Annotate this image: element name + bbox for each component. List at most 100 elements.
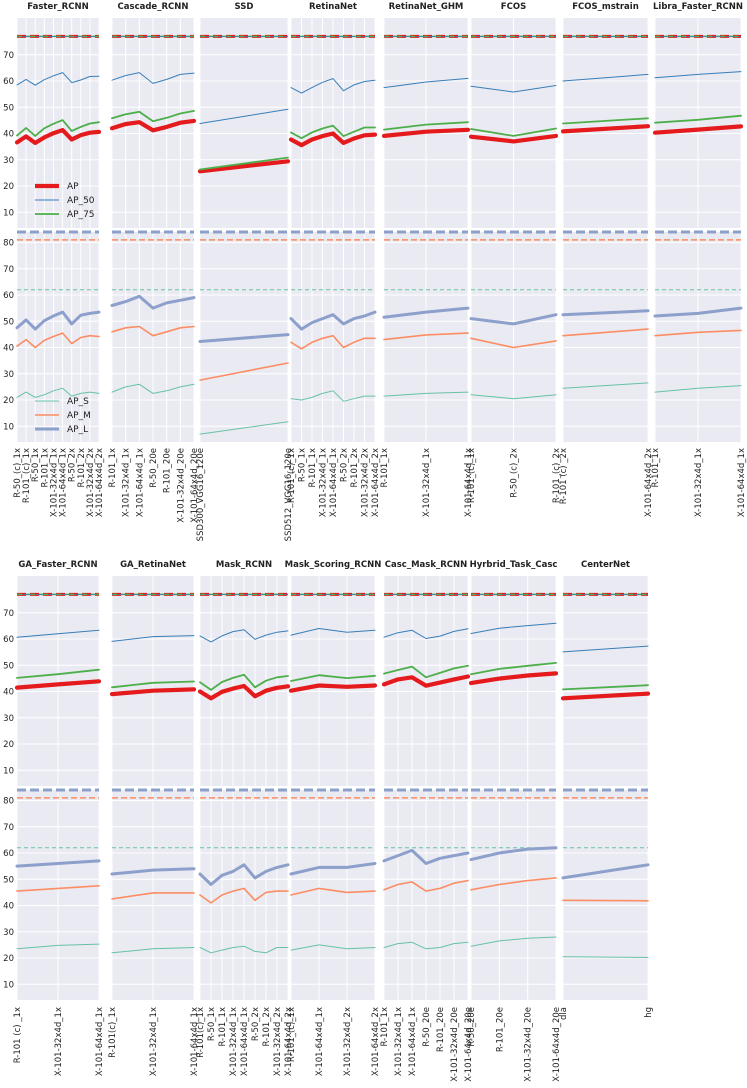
y-tick-label: 70 xyxy=(3,265,14,275)
x-tick-label: X-101-64x4d_2x xyxy=(644,448,654,517)
series-line-ap-m xyxy=(290,334,376,350)
series-line-ap-50 xyxy=(562,645,649,653)
y-tick-label: 70 xyxy=(3,823,14,833)
series-line-ap-50 xyxy=(383,628,469,639)
series-line-ap-75 xyxy=(470,127,557,137)
x-tick-label: R-101(c)_1x xyxy=(196,1007,206,1058)
x-tick-label: R-101_1x xyxy=(308,448,318,488)
x-tick-label: R-101_20e xyxy=(436,1007,446,1052)
y-tick-label: 40 xyxy=(3,130,14,140)
series-line-ap-50 xyxy=(16,629,100,638)
panel-title: Cascade_RCNN xyxy=(118,2,189,12)
x-tick-label: X-101-64x4d_1x xyxy=(329,448,339,517)
x-tick-label: R-50_2x xyxy=(340,448,350,482)
series-line-ap-50 xyxy=(470,622,557,634)
x-tick-label: R-50_(c)_1x xyxy=(13,448,23,498)
series-line-ap-m xyxy=(383,332,469,341)
y-tick-label: 60 xyxy=(3,849,14,859)
x-tick-label: X-101-64x4d_1x xyxy=(59,448,69,517)
series-line-ap-50 xyxy=(199,108,289,124)
series-line-ap-s xyxy=(111,383,195,394)
y-tick-label: 10 xyxy=(3,980,14,990)
series-line-ap-l xyxy=(110,294,196,310)
series-line-ap-50 xyxy=(111,72,195,84)
x-tick-label: SSD512_VGG16_120e xyxy=(284,448,294,541)
panel-title: CenterNet xyxy=(581,560,630,570)
panel-title: GA_Faster_RCNN xyxy=(18,560,97,570)
series-line-ap xyxy=(468,133,559,144)
series-line-ap-m xyxy=(383,879,469,892)
x-tick-label: R-101_(c)_1x xyxy=(287,448,297,503)
y-tick-label: 10 xyxy=(3,422,14,432)
series-line-ap-50 xyxy=(290,78,376,94)
series-line-ap-l xyxy=(561,863,650,880)
x-tick-label: R-101(c)_1x xyxy=(108,1007,118,1058)
x-tick-label: R-50_1x xyxy=(31,448,41,482)
panel-background xyxy=(291,790,375,1000)
series-line-ap-50 xyxy=(562,73,649,82)
x-tick-label: R-101_1x xyxy=(380,448,390,488)
x-tick-label: R-101_1x xyxy=(651,448,661,488)
series-line-ap-s xyxy=(199,421,289,435)
x-tick-label: X-101-32x4d_20e xyxy=(176,448,186,523)
x-tick-label: X-101-32x4d_2x xyxy=(361,448,371,517)
series-line-ap-50 xyxy=(199,629,289,643)
x-tick-label: R-50_20e xyxy=(422,1007,432,1047)
x-tick-label: X-101-32x4d_1x xyxy=(694,448,704,517)
y-tick-label: 30 xyxy=(3,156,14,166)
legend-label: AP xyxy=(67,182,79,192)
y-tick-label: 60 xyxy=(3,291,14,301)
y-tick-label: 60 xyxy=(3,77,14,87)
legend-label: AP_M xyxy=(67,411,91,421)
y-tick-label: 10 xyxy=(3,208,14,218)
y-tick-label: 40 xyxy=(3,344,14,354)
series-line-ap-l xyxy=(561,309,650,317)
series-line-ap xyxy=(560,691,651,701)
series-line-ap-l xyxy=(469,846,558,862)
series-line-ap xyxy=(197,683,291,701)
x-tick-label: X-101-32x4d_1x xyxy=(229,1007,239,1076)
y-tick-label: 50 xyxy=(3,103,14,113)
panel-title: SSD xyxy=(235,2,254,12)
panel-title: RetinaNet_GHM xyxy=(389,2,464,12)
x-tick-label: R-101 (c) _1x xyxy=(13,1007,23,1063)
x-tick-label: X-101-32x4d_1x xyxy=(122,448,132,517)
series-line-ap-m xyxy=(16,884,100,892)
y-tick-label: 40 xyxy=(3,902,14,912)
legend-label: AP_50 xyxy=(67,196,95,206)
series-line-ap-s xyxy=(16,387,100,398)
y-tick-label: 70 xyxy=(3,51,14,61)
panel-title: Faster_RCNN xyxy=(27,2,88,12)
series-line-ap-75 xyxy=(383,121,469,131)
series-line-ap-50 xyxy=(290,628,376,636)
x-tick-label: R-101_1x xyxy=(380,1007,390,1047)
legend-label: AP_L xyxy=(67,425,88,435)
x-tick-label: dla xyxy=(559,1007,569,1020)
series-line-ap-50 xyxy=(383,77,469,89)
series-line-ap-m xyxy=(470,337,557,349)
x-tick-label: X-101-32x4d_1x xyxy=(49,448,59,517)
series-line-ap xyxy=(652,124,744,135)
series-line-ap-l xyxy=(382,848,470,865)
series-line-ap-l xyxy=(15,859,101,868)
series-line-ap xyxy=(197,159,291,174)
series-line-ap-l xyxy=(198,863,290,886)
panel-title: FCOS xyxy=(501,2,526,12)
x-tick-label: X-101-64x4d_2x xyxy=(95,448,105,517)
series-line-ap-75 xyxy=(111,680,195,689)
series-line-ap-s xyxy=(562,956,649,958)
x-tick-label: X-101-64x4d_1x xyxy=(95,1007,105,1076)
x-tick-label: X-101-64x4d_2x xyxy=(284,1007,294,1076)
x-tick-label: X-101-64x4d_1x xyxy=(135,448,145,517)
x-tick-label: X-101-32x4d_1x xyxy=(422,448,432,517)
x-tick-label: R-101_1x xyxy=(108,448,118,488)
panel-background xyxy=(563,576,648,786)
y-tick-label: 20 xyxy=(3,954,14,964)
series-line-ap-m xyxy=(111,325,195,337)
panel-title: Hyrbrid_Task_Casc xyxy=(470,560,558,570)
panel-title: Mask_Scoring_RCNN xyxy=(285,560,382,570)
panel-title: Libra_Faster_RCNN xyxy=(653,2,743,12)
x-tick-label: X-101-64x4d_1x xyxy=(408,1007,418,1076)
panel-title: FCOS_mstrain xyxy=(572,2,639,12)
x-tick-label: R-101_1x xyxy=(40,448,50,488)
